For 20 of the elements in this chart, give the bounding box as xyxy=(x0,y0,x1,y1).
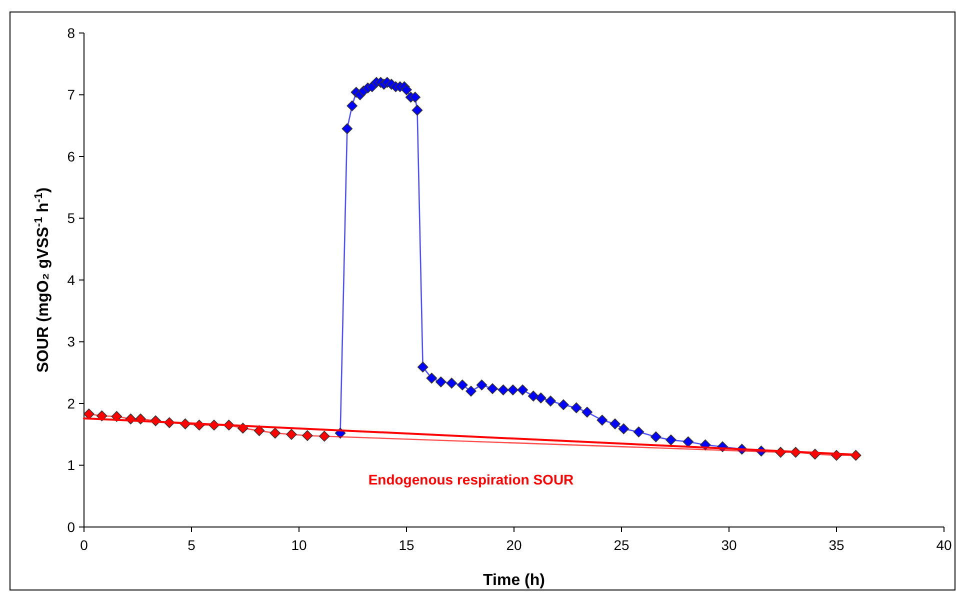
x-tick-label: 25 xyxy=(614,537,630,553)
x-tick-label: 30 xyxy=(721,537,737,553)
x-tick-label: 15 xyxy=(398,537,414,553)
x-tick-label: 40 xyxy=(936,537,952,553)
x-axis-title: Time (h) xyxy=(483,572,545,589)
x-tick-label: 0 xyxy=(80,537,88,553)
text: Endogenous respiration SOUR xyxy=(368,472,574,488)
y-tick-label: 6 xyxy=(67,148,76,164)
y-tick-label: 2 xyxy=(67,395,76,412)
y-tick-label: 3 xyxy=(67,334,76,350)
y-tick-label: 7 xyxy=(67,86,76,103)
x-tick-label: 20 xyxy=(506,537,522,553)
y-tick-label: 8 xyxy=(67,24,76,41)
y-tick-label: 1 xyxy=(67,457,76,474)
y-tick-label: 0 xyxy=(67,518,76,535)
x-tick-label: 35 xyxy=(828,537,844,553)
x-tick-label: 5 xyxy=(188,537,196,553)
y-tick-label: 5 xyxy=(67,210,76,226)
y-tick-label: 4 xyxy=(67,272,76,288)
x-tick-label: 10 xyxy=(291,537,307,553)
